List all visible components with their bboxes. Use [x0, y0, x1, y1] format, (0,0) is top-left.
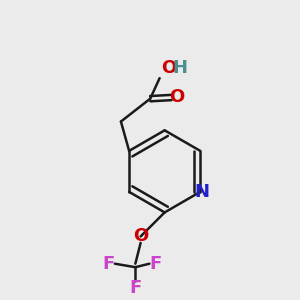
- Text: O: O: [161, 59, 176, 77]
- Text: N: N: [194, 183, 209, 201]
- Text: F: F: [129, 279, 142, 297]
- Text: F: F: [149, 255, 161, 273]
- Text: O: O: [169, 88, 184, 106]
- Text: F: F: [102, 255, 114, 273]
- Text: O: O: [133, 227, 148, 245]
- Text: H: H: [172, 59, 187, 77]
